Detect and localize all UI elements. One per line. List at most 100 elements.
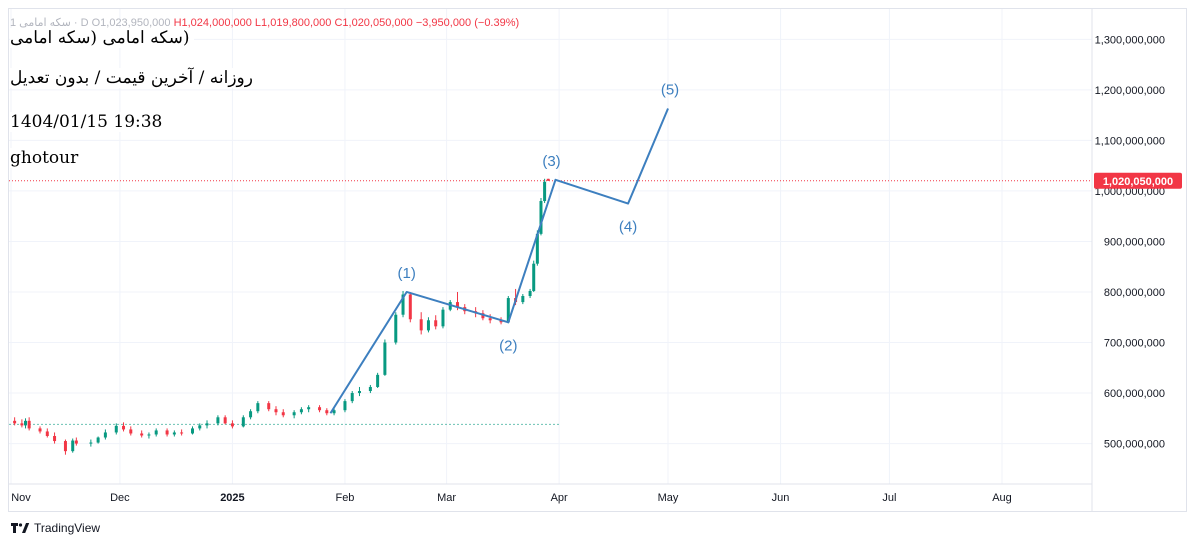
wave-label: (3) — [542, 153, 560, 170]
y-tick-label: 500,000,000 — [1104, 439, 1165, 451]
candle-body — [71, 440, 75, 452]
candle — [103, 429, 107, 440]
candle — [63, 439, 67, 455]
x-tick-label: Feb — [335, 492, 354, 504]
candle-body — [357, 391, 361, 394]
wave-line — [329, 108, 669, 414]
elliott-wave-path: (1) (2) (3) (4) (5) — [329, 82, 679, 414]
candle-body — [394, 314, 398, 343]
price-axis: 500,000,000 600,000,000 700,000,000 800,000… — [1091, 9, 1165, 512]
candle-body — [307, 407, 311, 410]
wave-label: (4) — [619, 219, 637, 236]
x-tick-label: Nov — [11, 492, 31, 504]
candle — [256, 401, 260, 414]
candle — [441, 307, 445, 329]
y-tick-label: 1,200,000,000 — [1095, 85, 1165, 97]
candle-body — [96, 437, 100, 443]
tradingview-logo-icon[interactable] — [10, 522, 30, 534]
candle-body — [45, 431, 49, 436]
candle — [230, 420, 234, 429]
time-axis: Nov Dec 2025 Feb Mar Apr May Jun Jul Aug — [9, 483, 1092, 504]
candle — [27, 417, 31, 431]
candle-body — [147, 434, 151, 436]
x-tick-label: May — [658, 492, 679, 504]
candle — [383, 339, 387, 376]
wave-label: (2) — [499, 337, 517, 354]
candle — [13, 417, 17, 426]
candle — [521, 294, 525, 305]
candle-body — [191, 428, 194, 434]
last-price-label: 1,020,050,000 — [1094, 172, 1182, 189]
candle-body — [140, 433, 144, 436]
symbol-legend: سکه امامی 1 · D — [10, 17, 89, 29]
candle-body — [299, 409, 303, 413]
candle-body — [154, 430, 158, 435]
candle-body — [521, 296, 525, 303]
y-tick-label: 800,000,000 — [1104, 287, 1165, 299]
candle-body — [383, 342, 387, 375]
candle-body — [455, 302, 459, 308]
candle — [318, 405, 322, 413]
candle-body — [318, 407, 322, 411]
candle-body — [274, 409, 278, 413]
candle-body — [426, 320, 430, 331]
candle-body — [408, 294, 412, 320]
candle — [267, 401, 271, 412]
candle — [528, 288, 532, 299]
candle — [281, 409, 285, 418]
candle — [74, 437, 78, 446]
candle — [140, 430, 144, 438]
candle — [546, 178, 550, 181]
candle-body — [401, 294, 405, 315]
candle — [53, 432, 57, 444]
candle — [434, 315, 438, 330]
candle — [506, 296, 510, 324]
x-tick-label: Apr — [551, 492, 568, 504]
candle — [191, 426, 194, 435]
ohlc-legend: سکه امامی 1 · D O1,023,950,000 H1,024,00… — [10, 16, 519, 29]
candle — [357, 386, 361, 397]
candle — [307, 405, 311, 413]
candle-body — [281, 412, 285, 416]
candle — [165, 428, 169, 437]
candle — [350, 391, 354, 404]
candle-body — [532, 263, 536, 291]
candle — [343, 399, 347, 413]
candle — [543, 178, 547, 204]
candle — [299, 407, 303, 415]
candle — [96, 436, 100, 444]
candle-body — [24, 420, 28, 426]
change-value: −3,950,000 (−0.39%) — [415, 17, 520, 29]
candle-body — [528, 290, 532, 297]
candle — [180, 429, 184, 436]
footer: TradingView — [10, 521, 100, 535]
candle-body — [419, 319, 423, 331]
candle-body — [103, 432, 107, 438]
candle — [129, 426, 133, 436]
candle-body — [539, 201, 543, 234]
candle — [368, 384, 372, 394]
candle-body — [230, 423, 234, 427]
candle — [24, 418, 28, 429]
x-tick-label: Jun — [772, 492, 790, 504]
x-tick-label: Aug — [992, 492, 1012, 504]
candle-body — [343, 401, 347, 411]
candle — [20, 419, 24, 428]
symbol-title: (سکه امامی (سکه امامی — [10, 28, 194, 48]
candle — [426, 317, 430, 333]
candle — [401, 290, 405, 318]
candle-body — [223, 417, 227, 424]
candle-body — [216, 417, 220, 424]
candle-body — [13, 420, 17, 424]
last-price-text: 1,020,050,000 — [1103, 176, 1173, 188]
candle — [332, 408, 336, 416]
candle — [292, 410, 296, 419]
chart-frame — [8, 8, 1187, 512]
candle-body — [122, 425, 126, 430]
candle-body — [172, 432, 176, 435]
y-tick-label: 1,000,000,000 — [1095, 186, 1165, 198]
tradingview-brand[interactable]: TradingView — [34, 521, 101, 535]
y-tick-label: 1,300,000,000 — [1095, 34, 1165, 46]
candle-body — [180, 432, 184, 434]
